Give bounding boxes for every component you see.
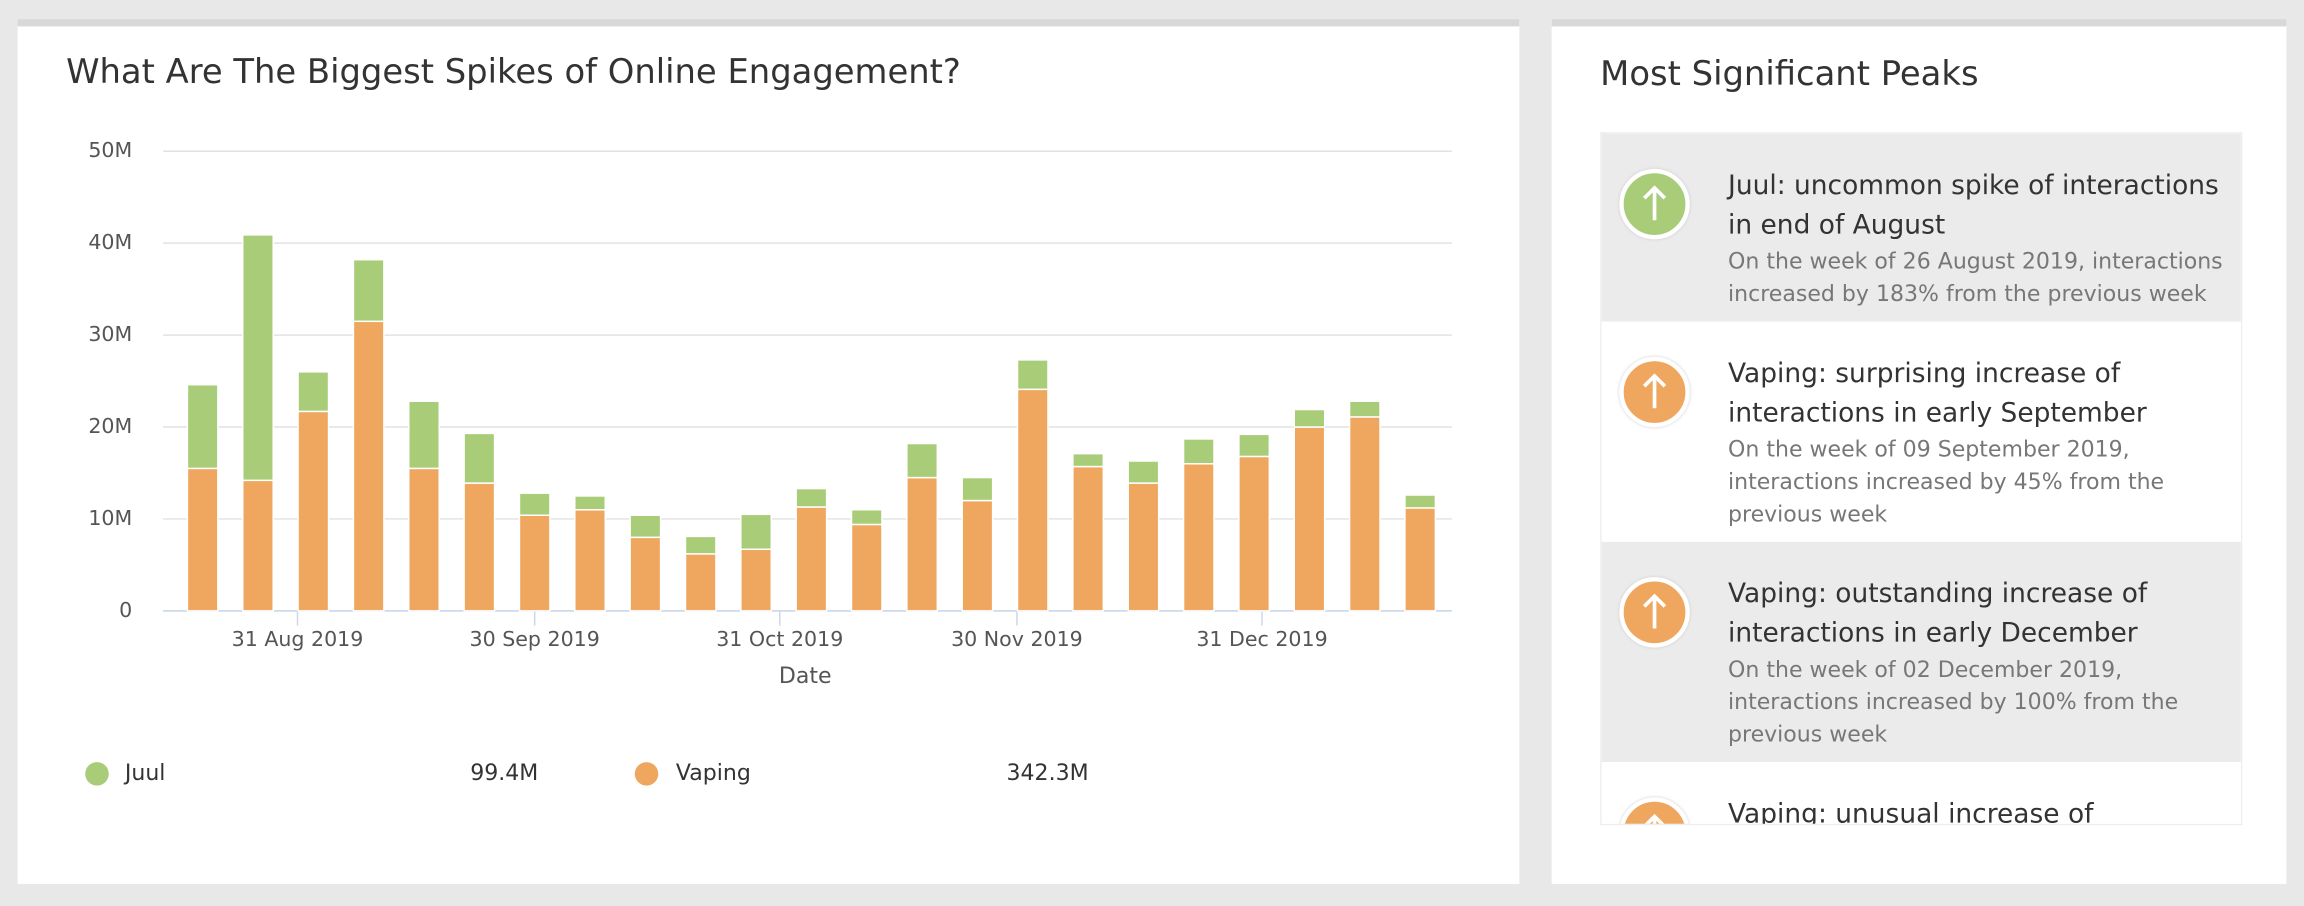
bar-segment xyxy=(408,400,440,470)
y-tick-label: 50M xyxy=(88,138,132,162)
panel-title: Most Significant Peaks xyxy=(1600,55,1979,94)
peak-icon xyxy=(1619,168,1690,240)
bar-segment xyxy=(463,432,496,484)
bar-segment xyxy=(629,536,662,612)
bar-segment xyxy=(1127,482,1160,612)
peak-icon xyxy=(1619,577,1690,648)
y-tick-label: 10M xyxy=(88,506,132,530)
bar-segment xyxy=(186,467,219,612)
legend-swatch xyxy=(85,762,109,786)
bar-segment xyxy=(1404,494,1437,509)
legend-label: Juul xyxy=(123,761,166,786)
bar-segment xyxy=(1072,452,1105,468)
bar-segment xyxy=(1182,438,1215,465)
bar-segment xyxy=(463,482,496,612)
bar-segment xyxy=(1238,455,1271,612)
bar-segment xyxy=(1348,416,1381,612)
bar-segment xyxy=(1293,426,1326,612)
peak-description: On the week of 02 December 2019, interac… xyxy=(1728,656,2179,748)
peak-description: On the week of 09 September 2019, intera… xyxy=(1728,436,2165,528)
peak-list: Juul: uncommon spike of interactions in … xyxy=(1600,132,2243,826)
bar-segment xyxy=(1016,388,1049,612)
bar-segment xyxy=(1127,460,1160,484)
bar-segment xyxy=(352,320,385,612)
bar-segment xyxy=(297,371,330,413)
bar-segment xyxy=(684,553,717,612)
bar-segment xyxy=(518,492,551,516)
bar-segment xyxy=(1072,465,1105,612)
x-tick-label: 31 Aug 2019 xyxy=(232,627,364,651)
bar-segment xyxy=(574,495,606,511)
bar-segment xyxy=(242,479,274,612)
bar-segment xyxy=(1348,400,1381,418)
arrow-icon xyxy=(1642,593,1667,629)
bar-segment xyxy=(1404,507,1437,612)
chart-title: What Are The Biggest Spikes of Online En… xyxy=(66,52,961,91)
y-tick-label: 0 xyxy=(119,598,132,622)
bar-segment xyxy=(961,476,994,502)
bar-segment xyxy=(574,509,606,612)
bar-segment xyxy=(352,258,385,323)
bar-segment xyxy=(961,499,994,612)
bar-segment xyxy=(795,487,828,508)
bar-segment xyxy=(186,383,219,470)
peak-icon xyxy=(1619,797,1690,824)
arrow-icon xyxy=(1642,185,1667,221)
arrow-icon xyxy=(1644,813,1665,824)
peak-title: Vaping: outstanding increase of interact… xyxy=(1728,578,2148,650)
bar-segment xyxy=(795,506,828,612)
bar-segment xyxy=(740,513,773,551)
bar-segment xyxy=(408,467,440,612)
legend-total: 342.3M xyxy=(1007,761,1089,786)
bar-segment xyxy=(684,535,717,555)
chart-card: What Are The Biggest Spikes of Online En… xyxy=(17,19,1520,884)
peak-title: Juul: uncommon spike of interactions in … xyxy=(1728,170,2219,241)
arrow-icon xyxy=(1642,373,1667,409)
bar-segment xyxy=(1238,433,1271,458)
bar-segment xyxy=(297,410,330,612)
bar-segment xyxy=(850,509,883,526)
peak-item: Vaping: unusual increase of xyxy=(1601,762,2241,826)
legend-swatch xyxy=(634,762,659,786)
chart: What Are The Biggest Spikes of Online En… xyxy=(66,52,1452,786)
x-tick-label: 30 Nov 2019 xyxy=(951,627,1083,651)
legend-label: Vaping xyxy=(676,761,751,786)
y-tick-label: 20M xyxy=(88,414,132,438)
y-tick-label: 40M xyxy=(88,230,132,254)
bar-segment xyxy=(850,523,883,612)
peak-icon xyxy=(1619,356,1690,428)
x-tick-label: 31 Dec 2019 xyxy=(1196,627,1327,651)
peak-item: Vaping: outstanding increase of interact… xyxy=(1601,541,2241,763)
bar-segment xyxy=(629,514,662,539)
x-tick-label: 31 Oct 2019 xyxy=(716,627,843,651)
peak-title: Vaping: unusual increase of xyxy=(1728,798,2094,826)
y-tick-label: 30M xyxy=(88,322,132,346)
legend-total: 99.4M xyxy=(470,761,538,786)
peak-item: Juul: uncommon spike of interactions in … xyxy=(1601,133,2241,322)
bar-segment xyxy=(1182,463,1215,612)
bar-segment xyxy=(518,514,551,612)
bar-segment xyxy=(242,234,274,482)
bar-segment xyxy=(740,548,773,612)
bar-segment xyxy=(906,442,939,479)
bar-segment xyxy=(1293,408,1326,428)
x-axis-label: Date xyxy=(779,664,832,689)
bar-segment xyxy=(1016,359,1049,391)
bar-segment xyxy=(906,476,939,612)
peak-description: On the week of 26 August 2019, interacti… xyxy=(1728,248,2223,307)
peak-item: Vaping: surprising increase of interacti… xyxy=(1601,321,2241,542)
peaks-card: Most Significant Peaks Juul: uncommon sp… xyxy=(1551,19,2287,884)
x-tick-label: 30 Sep 2019 xyxy=(470,627,600,651)
peak-title: Vaping: surprising increase of interacti… xyxy=(1728,358,2147,429)
